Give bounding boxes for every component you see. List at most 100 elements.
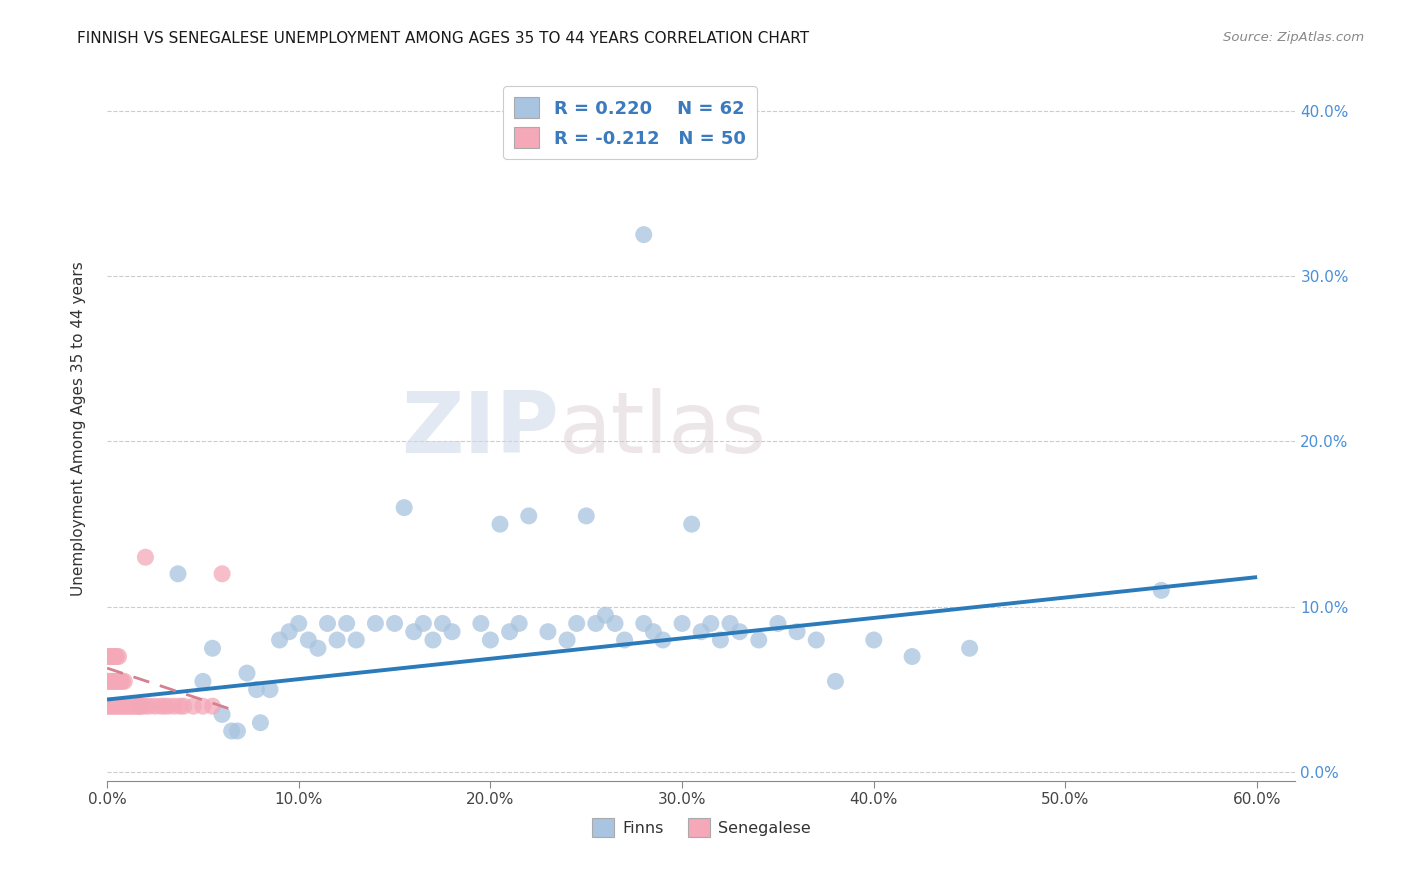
Point <box>236 666 259 681</box>
Point <box>110 699 132 714</box>
Point <box>259 682 281 697</box>
Point <box>105 649 128 664</box>
Point <box>107 674 129 689</box>
Point <box>101 674 124 689</box>
Point <box>575 508 598 523</box>
Point <box>479 632 502 647</box>
Legend: Finns, Senegalese: Finns, Senegalese <box>585 812 817 843</box>
Point <box>959 641 981 656</box>
Point <box>201 641 224 656</box>
Point <box>125 699 148 714</box>
Point <box>392 500 415 515</box>
Point <box>441 624 464 639</box>
Point <box>422 632 444 647</box>
Point <box>100 674 122 689</box>
Point <box>603 616 626 631</box>
Point <box>565 616 588 631</box>
Point <box>470 616 492 631</box>
Point <box>98 699 121 714</box>
Point <box>96 649 118 664</box>
Point <box>336 616 359 631</box>
Point <box>211 707 233 722</box>
Point <box>824 674 846 689</box>
Point <box>344 632 367 647</box>
Point <box>316 616 339 631</box>
Point <box>153 699 176 714</box>
Point <box>163 699 186 714</box>
Point <box>585 616 607 631</box>
Point <box>690 624 713 639</box>
Point <box>700 616 723 631</box>
Point <box>131 699 153 714</box>
Text: ZIP: ZIP <box>401 387 558 471</box>
Point <box>183 699 205 714</box>
Point <box>111 674 134 689</box>
Point <box>191 674 214 689</box>
Point <box>718 616 741 631</box>
Text: FINNISH VS SENEGALESE UNEMPLOYMENT AMONG AGES 35 TO 44 YEARS CORRELATION CHART: FINNISH VS SENEGALESE UNEMPLOYMENT AMONG… <box>77 31 810 46</box>
Point <box>287 616 309 631</box>
Text: Source: ZipAtlas.com: Source: ZipAtlas.com <box>1223 31 1364 45</box>
Point <box>1150 583 1173 598</box>
Point <box>98 674 121 689</box>
Point <box>633 227 655 242</box>
Point <box>211 566 233 581</box>
Point <box>127 699 149 714</box>
Point <box>748 632 770 647</box>
Point <box>517 508 540 523</box>
Point <box>128 699 150 714</box>
Point <box>112 674 135 689</box>
Point <box>709 632 731 647</box>
Text: atlas: atlas <box>558 387 766 471</box>
Point <box>98 649 121 664</box>
Point <box>122 699 145 714</box>
Point <box>595 608 617 623</box>
Point <box>633 616 655 631</box>
Point <box>681 517 703 532</box>
Point <box>104 699 127 714</box>
Point <box>169 699 191 714</box>
Point <box>101 699 124 714</box>
Point <box>297 632 319 647</box>
Point <box>167 566 190 581</box>
Point <box>101 649 124 664</box>
Point <box>671 616 693 631</box>
Point <box>806 632 828 647</box>
Point <box>128 699 150 714</box>
Point <box>786 624 808 639</box>
Point <box>100 699 122 714</box>
Point <box>508 616 530 631</box>
Point <box>766 616 789 631</box>
Point <box>249 715 271 730</box>
Point <box>402 624 425 639</box>
Point <box>862 632 884 647</box>
Point <box>326 632 349 647</box>
Point <box>489 517 512 532</box>
Point <box>107 699 129 714</box>
Point <box>643 624 665 639</box>
Point <box>269 632 291 647</box>
Point <box>432 616 454 631</box>
Point <box>245 682 267 697</box>
Point <box>107 649 129 664</box>
Point <box>149 699 172 714</box>
Point <box>364 616 387 631</box>
Point <box>384 616 406 631</box>
Point <box>728 624 751 639</box>
Point <box>100 649 122 664</box>
Point <box>96 674 118 689</box>
Point <box>143 699 166 714</box>
Point <box>307 641 329 656</box>
Point <box>157 699 180 714</box>
Point <box>96 699 118 714</box>
Point <box>901 649 924 664</box>
Point <box>173 699 195 714</box>
Point <box>278 624 301 639</box>
Point <box>412 616 434 631</box>
Point <box>221 723 243 738</box>
Point <box>120 699 142 714</box>
Point <box>652 632 675 647</box>
Point <box>105 674 128 689</box>
Point <box>537 624 560 639</box>
Point <box>201 699 224 714</box>
